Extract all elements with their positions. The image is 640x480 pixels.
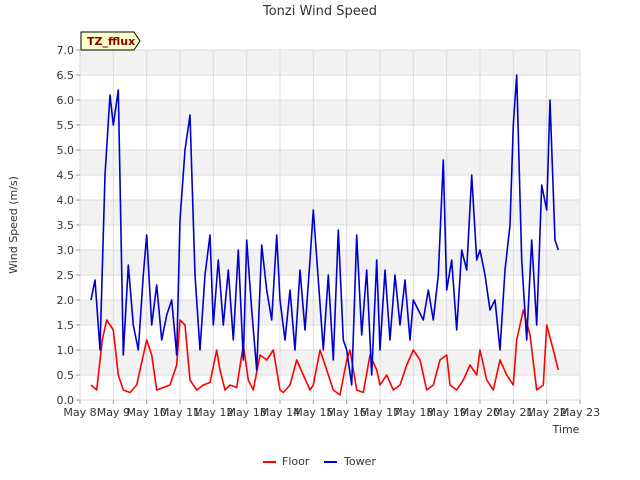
x-tick-label: May 9 (97, 406, 130, 419)
y-tick-label: 3.5 (57, 219, 75, 232)
y-tick-label: 1.0 (57, 344, 75, 357)
legend: Floor Tower (263, 455, 376, 468)
x-tick-label: May 11 (160, 406, 200, 419)
y-tick-label: 7.0 (57, 44, 75, 57)
site-badge: TZ_fflux (80, 31, 141, 51)
y-axis-ticks: 0.0 0.5 1.0 1.5 2.0 2.5 3.0 3.5 4.0 4.5 5.0 5.5 6.0 6… (57, 44, 80, 407)
y-tick-label: 0.0 (57, 394, 75, 407)
chart-title: Tonzi Wind Speed (262, 4, 377, 19)
y-tick-label: 4.5 (57, 169, 75, 182)
x-tick-label: May 20 (460, 406, 500, 419)
plot-band (80, 50, 580, 75)
x-tick-label: May 21 (493, 406, 533, 419)
y-tick-label: 2.5 (57, 269, 75, 282)
y-axis-label: Wind Speed (m/s) (7, 176, 20, 274)
series-line-tower (90, 74, 560, 386)
y-tick-label: 3.0 (57, 244, 75, 257)
x-tick-label: May 10 (127, 406, 167, 419)
x-tick-label: May 19 (427, 406, 467, 419)
x-tick-label: May 15 (293, 406, 333, 419)
y-tick-label: 4.0 (57, 194, 75, 207)
x-tick-label: May 22 (527, 406, 567, 419)
y-tick-label: 6.0 (57, 94, 75, 107)
y-tick-label: 5.5 (57, 119, 75, 132)
y-tick-label: 5.0 (57, 144, 75, 157)
x-tick-label: May 8 (63, 406, 96, 419)
x-tick-label: May 18 (393, 406, 433, 419)
grid (79, 49, 581, 401)
x-tick-label: May 17 (360, 406, 400, 419)
x-axis-label: Time (552, 423, 580, 436)
site-badge-box (80, 31, 141, 51)
y-tick-label: 0.5 (57, 369, 75, 382)
legend-label-floor: Floor (282, 455, 310, 468)
x-tick-label: May 14 (260, 406, 300, 419)
legend-label-tower: Tower (343, 455, 376, 468)
plot-band (80, 150, 580, 175)
plot-band (80, 250, 580, 275)
series-line-floor (90, 309, 560, 396)
plot-band (80, 200, 580, 225)
x-tick-label: May 23 (560, 406, 600, 419)
series-layer (90, 74, 560, 396)
site-badge-label: TZ_fflux (87, 35, 135, 48)
y-tick-label: 2.0 (57, 294, 75, 307)
plot-band (80, 350, 580, 375)
plot-band (80, 100, 580, 125)
x-tick-label: May 16 (327, 406, 367, 419)
x-tick-label: May 13 (227, 406, 267, 419)
y-tick-label: 1.5 (57, 319, 75, 332)
y-tick-label: 6.5 (57, 69, 75, 82)
x-tick-label: May 12 (193, 406, 233, 419)
